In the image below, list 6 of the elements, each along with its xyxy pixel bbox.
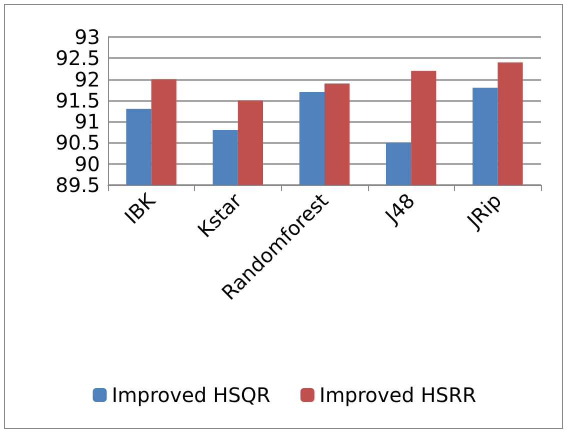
y-tick-label: 89.5	[55, 173, 100, 197]
y-tick-label: 93	[74, 25, 100, 49]
x-tick-label: IBK	[120, 188, 160, 229]
legend-label: Improved HSQR	[112, 383, 271, 407]
x-tick-label: J48	[379, 188, 420, 230]
legend-label: Improved HSRR	[319, 383, 476, 407]
